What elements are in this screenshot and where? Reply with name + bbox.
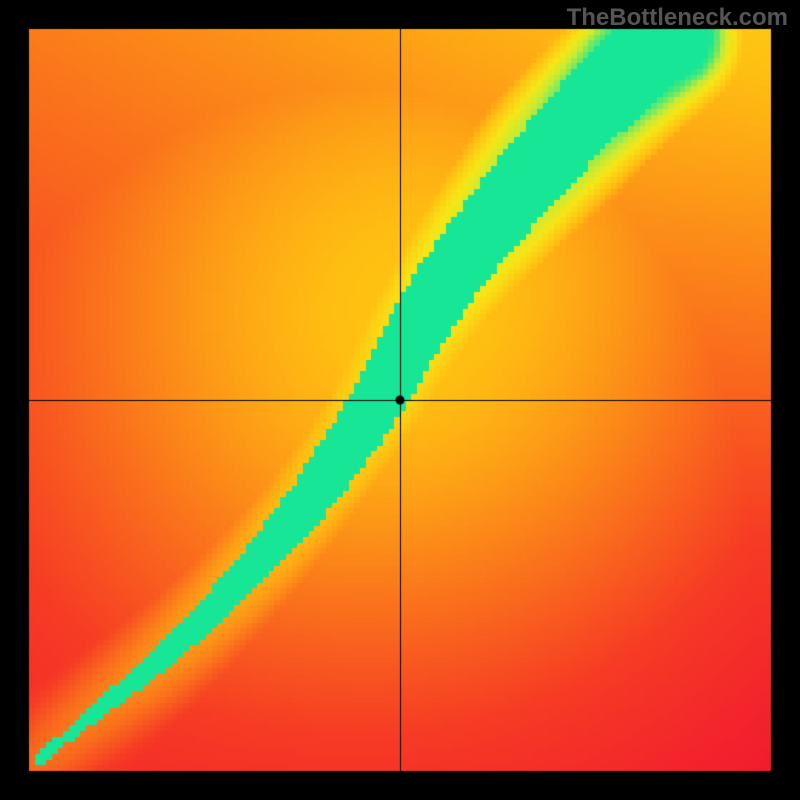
source-watermark: TheBottleneck.com — [567, 4, 788, 32]
chart-container: TheBottleneck.com — [0, 0, 800, 800]
bottleneck-heatmap — [0, 0, 800, 800]
